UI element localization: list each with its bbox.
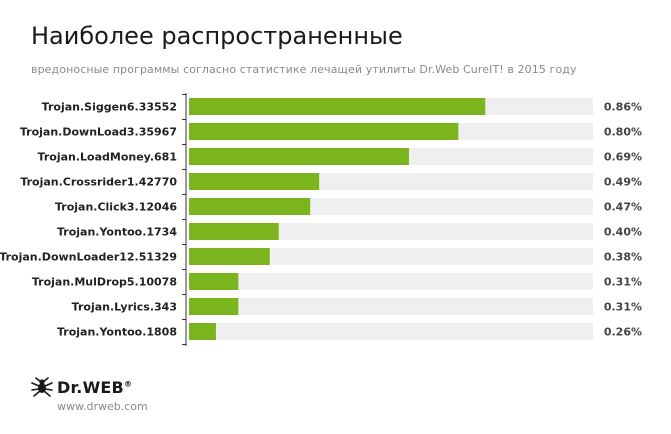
value-label: 0.31%	[604, 276, 642, 289]
bar	[189, 223, 279, 240]
bar	[189, 198, 311, 215]
spider-icon	[31, 377, 53, 397]
bar-track	[189, 223, 593, 240]
category-label: Trojan.Yontoo.1734	[57, 226, 177, 239]
bar	[189, 123, 459, 140]
value-label: 0.38%	[604, 251, 642, 264]
value-label: 0.26%	[604, 326, 642, 339]
bar-track	[189, 298, 593, 315]
logo-wordmark: Dr.WEB®	[57, 377, 133, 397]
bar	[189, 248, 270, 265]
bar	[189, 173, 320, 190]
category-label: Trojan.Yontoo.1808	[57, 326, 177, 339]
category-label: Trojan.Click3.12046	[55, 201, 177, 214]
value-label: 0.49%	[604, 176, 642, 189]
value-label: 0.31%	[604, 301, 642, 314]
category-label: Trojan.Crossrider1.42770	[20, 176, 177, 189]
value-label: 0.69%	[604, 151, 642, 164]
category-label: Trojan.LoadMoney.681	[38, 151, 177, 164]
value-label: 0.80%	[604, 126, 642, 139]
category-label: Trojan.Lyrics.343	[72, 301, 177, 314]
category-label: Trojan.DownLoad3.35967	[20, 126, 177, 139]
category-label: Trojan.DownLoader12.51329	[0, 251, 177, 264]
drweb-logo: Dr.WEB®	[31, 377, 132, 397]
bar-track	[189, 248, 593, 265]
chart-subtitle: вредоносные программы согласно статистик…	[31, 63, 577, 76]
bar	[189, 98, 486, 115]
value-label: 0.40%	[604, 226, 642, 239]
bar	[189, 273, 239, 290]
category-label: Trojan.Siggen6.33552	[42, 101, 177, 114]
bar-track	[189, 273, 593, 290]
category-label: Trojan.MulDrop5.10078	[32, 276, 177, 289]
value-label: 0.47%	[604, 201, 642, 214]
bar-track	[189, 323, 593, 340]
site-url: www.drweb.com	[57, 400, 148, 413]
chart-title: Наиболее распространенные	[31, 22, 403, 50]
bar	[189, 323, 216, 340]
bar	[189, 148, 409, 165]
value-label: 0.86%	[604, 101, 642, 114]
bar	[189, 298, 239, 315]
